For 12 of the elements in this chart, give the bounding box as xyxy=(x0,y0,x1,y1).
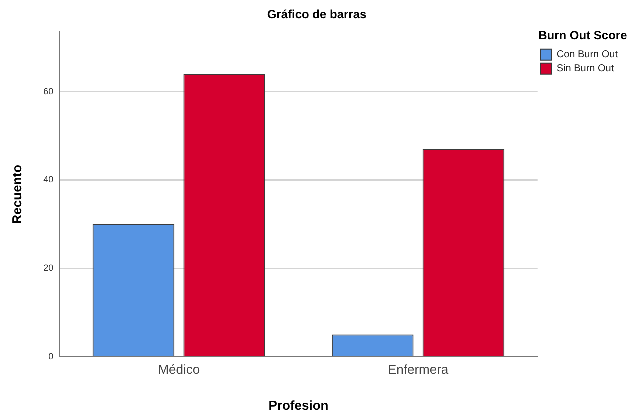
x-tick-label: Médico xyxy=(158,362,200,378)
y-tick-label: 0 xyxy=(48,351,54,362)
legend-label: Con Burn Out xyxy=(556,50,618,61)
y-tick-label: 60 xyxy=(44,86,54,96)
x-tick-label: Enfermera xyxy=(388,362,450,378)
x-axis-title: Profesion xyxy=(268,398,329,413)
legend-label: Sin Burn Out xyxy=(556,64,614,75)
y-axis-title: Recuento xyxy=(9,164,24,224)
y-tick-label: 20 xyxy=(44,263,54,274)
chart-title: Gráfico de barras xyxy=(267,8,368,22)
legend-title: Burn Out Score xyxy=(538,28,628,42)
y-tick-label: 40 xyxy=(44,174,54,185)
